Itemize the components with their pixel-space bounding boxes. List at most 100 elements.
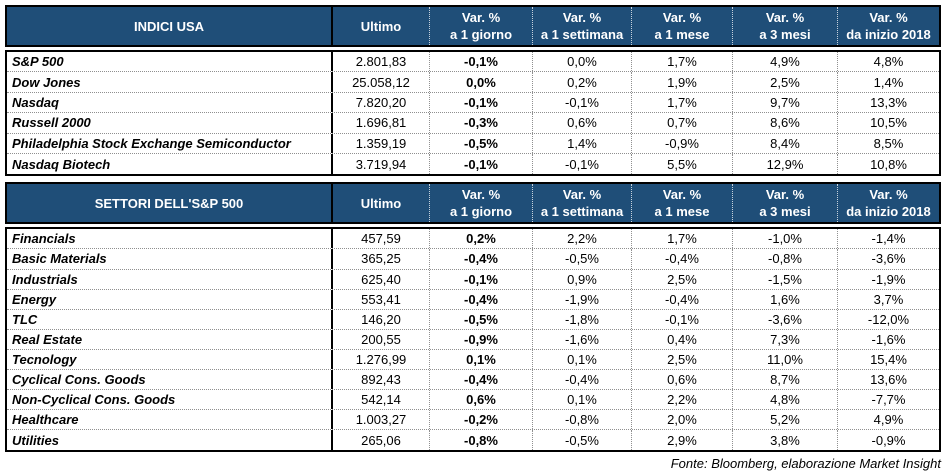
var-percent-value: -0,1%	[632, 309, 733, 329]
column-header-line2: a 1 giorno	[449, 204, 513, 220]
source-note: Fonte: Bloomberg, elaborazione Market In…	[670, 456, 941, 471]
var-percent-value: -0,8%	[533, 410, 632, 430]
var-percent-value: 7,3%	[733, 329, 838, 349]
table-row: Non-Cyclical Cons. Goods 542,14 0,6% 0,1% 2,…	[7, 390, 939, 411]
var-percent-value: 2,5%	[632, 269, 733, 289]
table-row: Nasdaq Biotech 3.719,94 -0,1% -0,1% 5,5% 12,9…	[7, 153, 939, 175]
column-header-line1: Var. %	[562, 187, 602, 203]
var-percent-value: 2,9%	[632, 430, 733, 451]
row-label: Russell 2000	[7, 113, 333, 133]
var-percent-value: -0,1%	[430, 92, 533, 113]
var-percent-value: -0,5%	[533, 430, 632, 451]
var-percent-value: 0,6%	[533, 113, 632, 133]
column-header-var-1-settimana: Var. % a 1 settimana	[533, 184, 632, 223]
column-header-line2: a 1 mese	[654, 204, 710, 220]
row-label: Utilities	[7, 430, 333, 451]
var-percent-value: -1,6%	[533, 329, 632, 349]
column-header-line2: a 1 settimana	[540, 204, 624, 220]
var-percent-value: 2,2%	[632, 390, 733, 410]
column-header-text: Ultimo	[360, 18, 402, 34]
var-percent-value: -0,3%	[430, 113, 533, 133]
column-header-var-1-mese: Var. % a 1 mese	[632, 7, 733, 45]
var-percent-value: 0,0%	[533, 52, 632, 72]
column-header-ultimo: Ultimo	[333, 7, 430, 45]
var-percent-value: -0,5%	[430, 133, 533, 153]
ultimo-value: 542,14	[333, 390, 430, 410]
settori-sp500-header-row: SETTORI DELL'S&P 500 Ultimo Var. % a 1 g…	[5, 182, 941, 225]
table-row: Financials 457,59 0,2% 2,2% 1,7% -1,0% -1,4%	[7, 229, 939, 250]
row-label: Dow Jones	[7, 72, 333, 92]
column-header-line2: da inizio 2018	[846, 204, 931, 220]
ultimo-value: 3.719,94	[333, 153, 430, 175]
row-label: Tecnology	[7, 349, 333, 369]
var-percent-value: -0,9%	[430, 329, 533, 349]
ultimo-value: 200,55	[333, 329, 430, 349]
table-row: S&P 500 2.801,83 -0,1% 0,0% 1,7% 4,9% 4,8%	[7, 52, 939, 73]
var-percent-value: -0,9%	[632, 133, 733, 153]
column-header-line1: Var. %	[662, 10, 702, 25]
row-label: Non-Cyclical Cons. Goods	[7, 390, 333, 410]
column-header-line1: Var. %	[869, 10, 908, 25]
table-row: Basic Materials 365,25 -0,4% -0,5% -0,4% -0,8…	[7, 249, 939, 270]
row-label: Healthcare	[7, 410, 333, 430]
var-percent-value: 0,7%	[632, 113, 733, 133]
column-header-var-1-giorno: Var. % a 1 giorno	[430, 7, 533, 45]
var-percent-value: 2,2%	[533, 229, 632, 249]
ultimo-value: 457,59	[333, 229, 430, 249]
var-percent-value: 0,1%	[533, 390, 632, 410]
column-header-line2: a 1 settimana	[540, 27, 624, 42]
var-percent-value: 4,9%	[873, 412, 904, 428]
settori-sp500-body: Financials 457,59 0,2% 2,2% 1,7% -1,0% -1,4% Ba…	[5, 227, 941, 453]
ultimo-value: 265,06	[333, 430, 430, 451]
var-percent-value: 5,2%	[733, 410, 838, 430]
var-percent-value: 1,9%	[632, 72, 733, 92]
column-header-var-inizio-2018: Var. % da inizio 2018	[838, 7, 939, 45]
var-percent-value: -12,0%	[867, 311, 910, 327]
var-percent-value: 10,8%	[870, 156, 907, 172]
column-header-line1: Var. %	[461, 10, 501, 25]
var-percent-value: -0,1%	[430, 52, 533, 72]
var-percent-value: 3,8%	[733, 430, 838, 451]
table-row: Nasdaq 7.820,20 -0,1% -0,1% 1,7% 9,7% 13,3%	[7, 92, 939, 114]
var-percent-value: 0,6%	[632, 370, 733, 390]
var-percent-value: -0,9%	[871, 432, 906, 448]
var-percent-value: 2,0%	[632, 410, 733, 430]
var-percent-value: 2,5%	[733, 72, 838, 92]
table-row: Real Estate 200,55 -0,9% -1,6% 0,4% 7,3% -1,6%	[7, 329, 939, 350]
row-label: Philadelphia Stock Exchange Semiconducto…	[7, 133, 333, 153]
var-percent-value: 4,8%	[733, 390, 838, 410]
var-percent-value: 1,7%	[632, 229, 733, 249]
var-percent-value: 1,7%	[632, 92, 733, 113]
column-header-ultimo: Ultimo	[333, 184, 430, 223]
ultimo-value: 2.801,83	[333, 52, 430, 72]
column-header-var-1-settimana: Var. % a 1 settimana	[533, 7, 632, 45]
var-percent-value: 1,6%	[733, 289, 838, 309]
var-percent-value: 1,4%	[533, 133, 632, 153]
var-percent-value: -1,5%	[733, 269, 838, 289]
var-percent-value: -1,6%	[871, 331, 906, 347]
table-row: Dow Jones 25.058,12 0,0% 0,2% 1,9% 2,5% 1,4%	[7, 72, 939, 93]
var-percent-value: -0,4%	[533, 370, 632, 390]
var-percent-value: 8,7%	[733, 370, 838, 390]
var-percent-value: 9,7%	[733, 92, 838, 113]
column-header-line2: a 1 mese	[654, 27, 710, 42]
ultimo-value: 365,25	[333, 249, 430, 269]
var-percent-value: 0,2%	[430, 229, 533, 249]
table-title-text: SETTORI DELL'S&P 500	[94, 195, 244, 211]
var-percent-value: -0,1%	[430, 269, 533, 289]
row-label: S&P 500	[7, 52, 333, 72]
var-percent-value: -0,5%	[430, 309, 533, 329]
var-percent-value: 15,4%	[870, 351, 907, 367]
column-header-line1: Var. %	[562, 10, 602, 25]
table-settori-sp500: SETTORI DELL'S&P 500 Ultimo Var. % a 1 g…	[5, 182, 941, 453]
var-percent-value: 0,2%	[533, 72, 632, 92]
var-percent-value: 0,0%	[430, 72, 533, 92]
ultimo-value: 146,20	[333, 309, 430, 329]
table-title-text: INDICI USA	[133, 18, 205, 34]
var-percent-value: -0,1%	[533, 92, 632, 113]
var-percent-value: 10,5%	[870, 115, 907, 131]
table-row: Healthcare 1.003,27 -0,2% -0,8% 2,0% 5,2% 4,9%	[7, 410, 939, 431]
var-percent-value: 5,5%	[632, 153, 733, 175]
column-header-line1: Var. %	[461, 187, 501, 203]
var-percent-value: -0,5%	[533, 249, 632, 269]
